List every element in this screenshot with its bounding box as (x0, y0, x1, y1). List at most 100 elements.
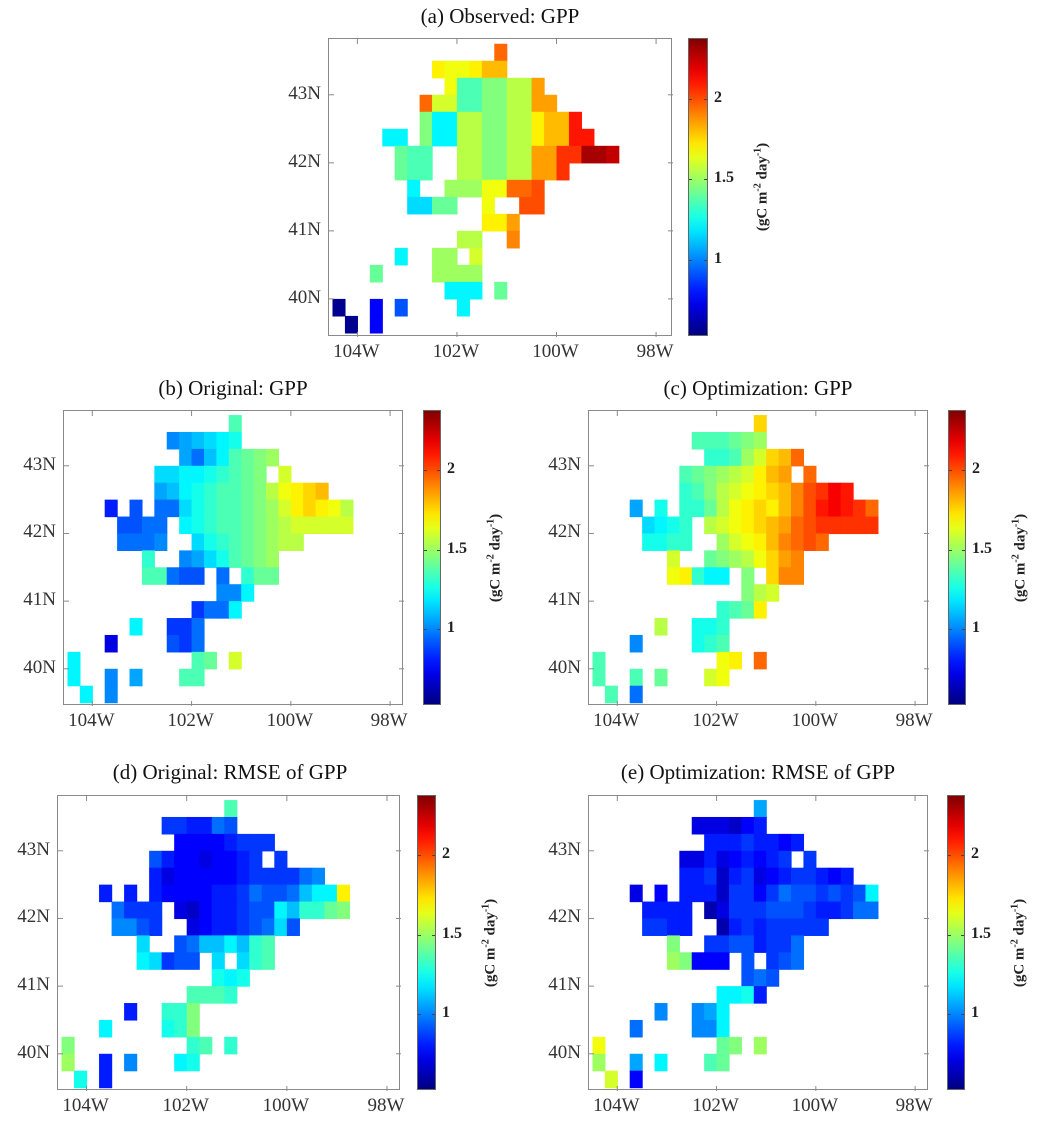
grid-cell (340, 516, 354, 535)
grid-cell (191, 668, 205, 687)
y-tick-label: 42N (548, 906, 581, 928)
grid-cell (741, 935, 755, 953)
grid-cell (728, 1036, 742, 1055)
grid-cell (791, 499, 805, 518)
grid-cell (179, 516, 193, 535)
grid-cell (753, 850, 767, 869)
y-tick-label: 41N (548, 589, 581, 611)
colorbar-tick-label: 2 (442, 845, 450, 862)
grid-cell (61, 1053, 75, 1072)
colorbar-title-unit: (gC m (482, 947, 499, 987)
colorbar-tick (689, 179, 692, 181)
grid-cell (191, 448, 205, 467)
x-tick-label: 98W (370, 710, 408, 731)
colorbar-title-unit: ) (1012, 513, 1029, 519)
grid-cell (469, 128, 483, 147)
grid-cell (224, 800, 238, 818)
grid-cell (654, 918, 668, 936)
grid-cell (716, 482, 730, 501)
grid-cell (136, 901, 150, 920)
grid-cell (290, 516, 304, 535)
grid-cell (828, 901, 842, 920)
grid-cell (432, 111, 446, 130)
grid-cell (481, 213, 495, 232)
grid-cell (778, 833, 792, 852)
grid-cell (324, 884, 338, 903)
grid-cell (211, 884, 225, 903)
grid-cell (753, 800, 767, 818)
grid-cell (166, 499, 180, 518)
grid-cell (592, 668, 606, 687)
grid-cell (606, 145, 620, 164)
grid-cell (691, 499, 705, 518)
grid-cell (444, 196, 458, 215)
colorbar-title: (gC m-2 day-1) (1010, 898, 1029, 986)
grid-cell (456, 281, 470, 300)
grid-cell (753, 833, 767, 852)
grid-cell (407, 145, 421, 164)
grid-cell (124, 1003, 138, 1021)
colorbar-tick (418, 855, 421, 856)
grid-cell (224, 884, 238, 903)
grid-cell (716, 850, 730, 869)
grid-cell (369, 315, 383, 334)
grid-cell (519, 111, 533, 130)
grid-cell (274, 918, 288, 936)
grid-cell (407, 162, 421, 181)
grid-cell (211, 918, 225, 936)
colorbar-tick (689, 98, 692, 100)
grid-cell (253, 567, 267, 585)
grid-cell (728, 986, 742, 1004)
grid-cell (753, 901, 767, 920)
grid-cell (494, 111, 508, 130)
grid-cell (704, 668, 718, 687)
grid-cell (704, 618, 718, 636)
grid-cell (753, 431, 767, 450)
grid-cell (199, 1036, 213, 1055)
x-tick-label: 98W (367, 1095, 405, 1116)
grid-cell (853, 901, 867, 920)
grid-cell (161, 1003, 175, 1021)
grid-cell (444, 94, 458, 113)
grid-cell (261, 952, 275, 970)
grid-cell (716, 516, 730, 535)
grid-cell (592, 1036, 606, 1055)
grid-cell (469, 247, 483, 266)
map-axes (57, 795, 401, 1091)
grid-cell (481, 162, 495, 181)
grid-cell (704, 1003, 718, 1021)
grid-cell (129, 499, 143, 518)
grid-cell (716, 986, 730, 1004)
grid-cell (766, 884, 780, 903)
grid-cell (191, 431, 205, 450)
grid-cell (791, 550, 805, 568)
grid-cell (654, 884, 668, 903)
grid-cell (753, 651, 767, 670)
colorbar (423, 410, 441, 705)
colorbar-tick-label: 2 (714, 88, 722, 106)
grid-cell (179, 448, 193, 467)
grid-cell (79, 685, 93, 704)
grid-cell (704, 816, 718, 835)
grid-cell (179, 634, 193, 653)
grid-cell (629, 1019, 643, 1038)
grid-cell (704, 550, 718, 568)
grid-cell (691, 1003, 705, 1021)
grid-cell (865, 884, 879, 903)
grid-cell (728, 935, 742, 953)
grid-cell (249, 952, 263, 970)
grid-cell (728, 833, 742, 852)
grid-cell (481, 60, 495, 79)
grid-cell (186, 867, 200, 886)
grid-cell (241, 550, 255, 568)
grid-cell (129, 618, 143, 636)
grid-cell (691, 952, 705, 970)
colorbar-title: (gC m-2 day-1) (753, 143, 772, 231)
grid-cell (469, 179, 483, 198)
grid-cell (519, 179, 533, 198)
grid-cell (704, 935, 718, 953)
grid-cell (432, 264, 446, 283)
grid-cell (191, 618, 205, 636)
grid-cell (149, 850, 163, 869)
colorbar-tick-label: 2 (971, 845, 979, 862)
